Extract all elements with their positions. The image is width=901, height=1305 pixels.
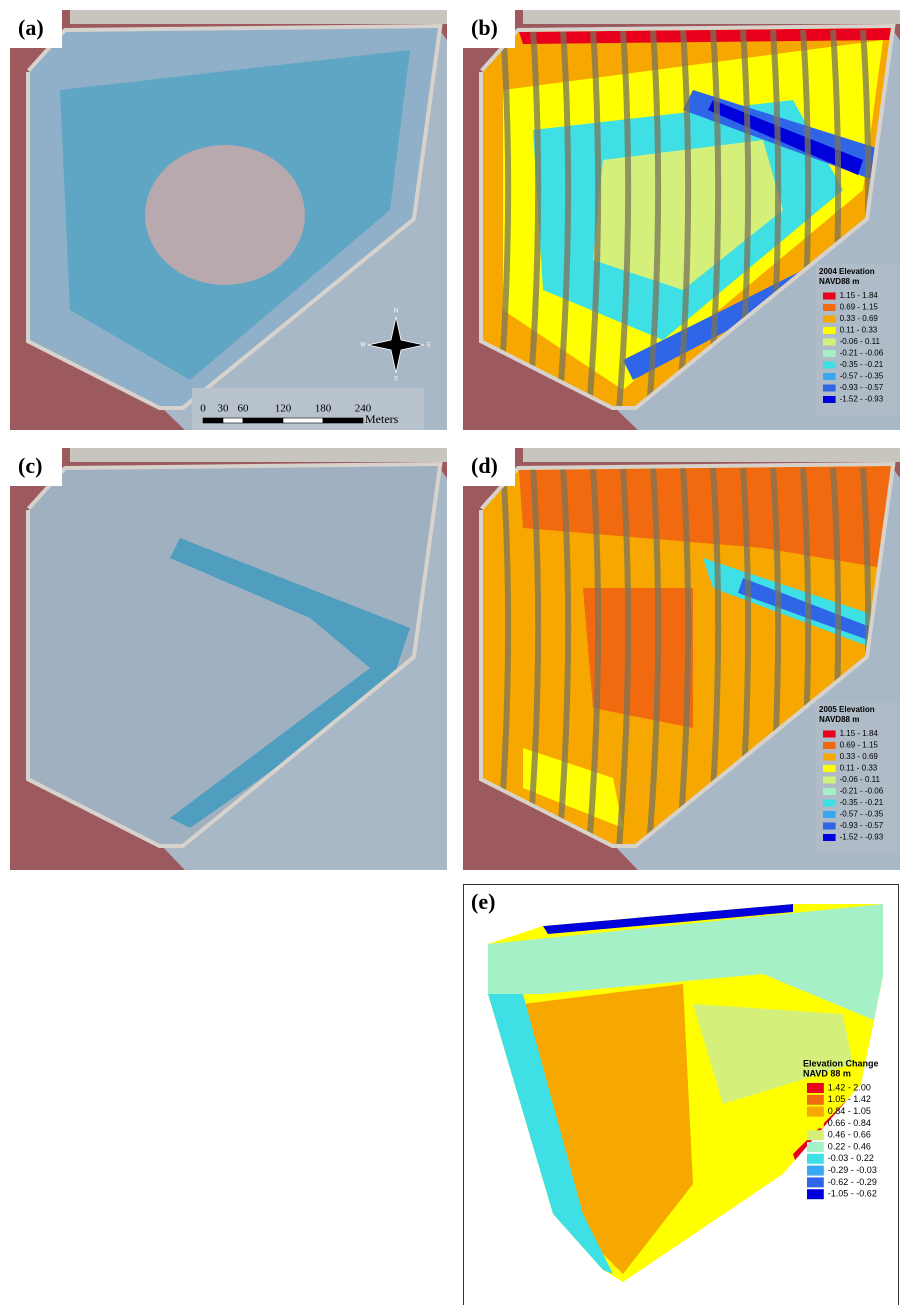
compass-letter: S [394, 377, 398, 383]
legend-label: 0.69 - 1.15 [840, 741, 879, 750]
scale-tick-label: 60 [238, 403, 250, 415]
legend-swatch [807, 1154, 824, 1164]
legend-swatch [807, 1083, 824, 1093]
legend-label: 1.15 - 1.84 [840, 291, 879, 300]
legend-label: -0.06 - 0.11 [840, 337, 881, 346]
legend-swatch [823, 362, 836, 369]
legend-label: 0.84 - 1.05 [828, 1106, 871, 1116]
legend-label: -1.52 - -0.93 [840, 833, 884, 842]
legend-swatch [823, 385, 836, 392]
legend-label: -1.52 - -0.93 [840, 395, 884, 404]
legend-title: NAVD 88 m [803, 1068, 851, 1078]
panel-label: (e) [471, 889, 495, 914]
legend-label: -0.57 - -0.35 [840, 810, 884, 819]
legend-label: -0.03 - 0.22 [828, 1153, 874, 1163]
road [70, 448, 447, 462]
legend-swatch [823, 293, 836, 300]
compass-letter: E [427, 343, 431, 349]
panel-label: (d) [471, 453, 498, 478]
legend-swatch [823, 396, 836, 403]
legend-swatch [823, 800, 836, 807]
legend-label: -0.35 - -0.21 [840, 798, 884, 807]
legend-label: -0.06 - 0.11 [840, 775, 881, 784]
page: (a)03060120180240MetersNESW(b)2004 Eleva… [0, 0, 901, 1305]
legend-label: -0.21 - -0.06 [840, 787, 884, 796]
legend-label: 0.11 - 0.33 [840, 326, 878, 335]
scale-unit: Meters [365, 412, 399, 426]
panel-label: (b) [471, 15, 498, 40]
legend-swatch [807, 1118, 824, 1128]
panel-label: (a) [18, 15, 44, 40]
panel: (c) [10, 448, 447, 870]
road [523, 448, 900, 462]
scale-segment [203, 418, 223, 423]
legend-swatch [807, 1166, 824, 1176]
legend-swatch [807, 1142, 824, 1152]
legend-label: -1.05 - -0.62 [828, 1189, 877, 1199]
legend-swatch [823, 754, 836, 761]
legend-label: -0.62 - -0.29 [828, 1177, 877, 1187]
legend-label: -0.57 - -0.35 [840, 372, 884, 381]
road [70, 10, 447, 24]
legend-label: -0.35 - -0.21 [840, 360, 884, 369]
legend-swatch [807, 1189, 824, 1199]
legend-swatch [823, 339, 836, 346]
legend-swatch [823, 731, 836, 738]
legend-label: 0.33 - 0.69 [840, 314, 879, 323]
legend-swatch [823, 350, 836, 357]
legend-label: 0.66 - 0.84 [828, 1118, 871, 1128]
scale-segment [243, 418, 283, 423]
scale-tick-label: 30 [218, 403, 230, 415]
scale-segment [223, 418, 243, 423]
legend-swatch [807, 1107, 824, 1117]
legend-swatch [807, 1130, 824, 1140]
legend-swatch [807, 1095, 824, 1105]
legend-swatch [823, 316, 836, 323]
legend-label: 1.42 - 2.00 [828, 1082, 871, 1092]
scale-tick-label: 120 [275, 403, 292, 415]
mudflat [145, 145, 305, 285]
legend-label: -0.29 - -0.03 [828, 1165, 877, 1175]
legend-swatch [823, 834, 836, 841]
legend-swatch [823, 304, 836, 311]
legend-title: 2004 Elevation [819, 267, 875, 276]
legend-label: -0.93 - -0.57 [840, 383, 884, 392]
legend-label: 1.15 - 1.84 [840, 729, 879, 738]
compass-letter: W [360, 343, 366, 349]
legend-title: NAVD88 m [819, 277, 859, 286]
legend-swatch [823, 788, 836, 795]
legend-swatch [823, 811, 836, 818]
legend-swatch [823, 765, 836, 772]
legend-swatch [823, 742, 836, 749]
legend-label: 0.22 - 0.46 [828, 1141, 871, 1151]
legend-label: -0.93 - -0.57 [840, 821, 884, 830]
legend-label: 0.69 - 1.15 [840, 303, 879, 312]
road [523, 10, 900, 24]
legend-label: -0.21 - -0.06 [840, 349, 884, 358]
legend-swatch [807, 1177, 824, 1187]
legend-swatch [823, 823, 836, 830]
legend-label: 0.11 - 0.33 [840, 764, 878, 773]
scale-segment [283, 418, 323, 423]
legend-label: 0.33 - 0.69 [840, 752, 879, 761]
scale-segment [323, 418, 363, 423]
legend-swatch [823, 327, 836, 334]
scale-tick-label: 0 [200, 403, 206, 415]
legend-label: 1.05 - 1.42 [828, 1094, 871, 1104]
legend-label: 0.46 - 0.66 [828, 1130, 871, 1140]
scale-tick-label: 180 [315, 403, 332, 415]
legend-title: Elevation Change [803, 1058, 879, 1068]
legend-title: NAVD88 m [819, 715, 859, 724]
legend-swatch [823, 777, 836, 784]
legend-title: 2005 Elevation [819, 705, 875, 714]
panel-label: (c) [18, 453, 42, 478]
legend-swatch [823, 373, 836, 380]
compass-letter: N [394, 309, 398, 315]
